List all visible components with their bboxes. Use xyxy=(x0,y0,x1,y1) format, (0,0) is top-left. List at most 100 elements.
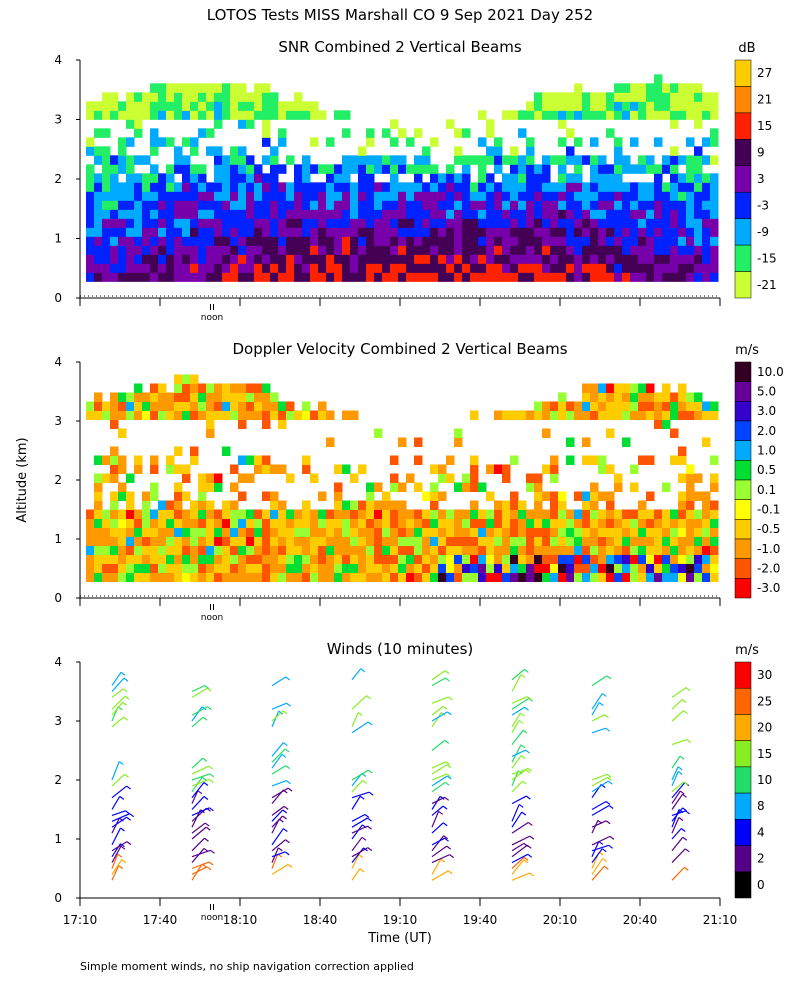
heatmap-cell xyxy=(622,227,631,237)
heatmap-cell xyxy=(494,545,503,555)
heatmap-cell xyxy=(470,473,479,483)
heatmap-cell xyxy=(262,509,271,519)
wind-barb-feather xyxy=(605,820,611,825)
heatmap-cell xyxy=(526,209,535,219)
heatmap-cell xyxy=(702,272,711,282)
heatmap-cell xyxy=(670,401,679,411)
heatmap-cell xyxy=(710,554,719,564)
heatmap-cell xyxy=(238,119,247,129)
wind-barb-feather xyxy=(677,766,683,771)
heatmap-cell xyxy=(254,263,263,273)
heatmap-cell xyxy=(246,272,255,282)
x-tick-label: 18:10 xyxy=(223,913,258,927)
wind-barb xyxy=(671,687,687,698)
heatmap-cell xyxy=(270,236,279,246)
heatmap-cell xyxy=(118,401,127,411)
heatmap-cell xyxy=(494,245,503,255)
heatmap-cell xyxy=(238,209,247,219)
wind-barb xyxy=(591,820,599,834)
heatmap-cell xyxy=(198,236,207,246)
heatmap-cell xyxy=(294,92,303,102)
heatmap-cell xyxy=(598,236,607,246)
heatmap-cell xyxy=(302,191,311,201)
heatmap-cell xyxy=(278,554,287,564)
heatmap-cell xyxy=(662,383,671,393)
heatmap-cell xyxy=(190,101,199,111)
heatmap-cell xyxy=(710,254,719,264)
heatmap-cell xyxy=(214,146,223,156)
heatmap-cell xyxy=(118,482,127,492)
heatmap-cell xyxy=(110,473,119,483)
wind-barb-feather xyxy=(125,810,130,815)
heatmap-cell xyxy=(646,83,655,93)
heatmap-cell xyxy=(414,173,423,183)
heatmap-cell xyxy=(398,482,407,492)
heatmap-cell xyxy=(182,263,191,273)
heatmap-cell xyxy=(206,536,215,546)
heatmap-cell xyxy=(646,254,655,264)
heatmap-cell xyxy=(574,491,583,501)
heatmap-cell xyxy=(662,83,671,93)
heatmap-cell xyxy=(630,527,639,537)
heatmap-cell xyxy=(486,236,495,246)
heatmap-cell xyxy=(462,200,471,210)
heatmap-cell xyxy=(278,509,287,519)
heatmap-cell xyxy=(238,383,247,393)
heatmap-cell xyxy=(638,401,647,411)
heatmap-cell xyxy=(166,236,175,246)
wind-barb xyxy=(511,811,523,828)
heatmap-cell xyxy=(150,101,159,111)
heatmap-cell xyxy=(182,101,191,111)
heatmap-cell xyxy=(494,200,503,210)
heatmap-cell xyxy=(654,563,663,573)
heatmap-cell xyxy=(590,263,599,273)
heatmap-cell xyxy=(462,236,471,246)
heatmap-cell xyxy=(406,527,415,537)
heatmap-cell xyxy=(198,392,207,402)
heatmap-cell xyxy=(510,173,519,183)
colorbar-swatch xyxy=(734,139,752,167)
heatmap-cell xyxy=(654,191,663,201)
wind-barb xyxy=(431,796,441,810)
heatmap-cell xyxy=(686,482,695,492)
heatmap-cell xyxy=(606,218,615,228)
heatmap-cell xyxy=(662,110,671,120)
heatmap-cell xyxy=(622,83,631,93)
heatmap-cell xyxy=(710,110,719,120)
heatmap-cell xyxy=(302,509,311,519)
heatmap-cell xyxy=(214,218,223,228)
heatmap-cell xyxy=(326,572,335,582)
heatmap-cell xyxy=(278,536,287,546)
heatmap-cell xyxy=(286,245,295,255)
heatmap-cell xyxy=(158,200,167,210)
heatmap-cell xyxy=(622,554,631,564)
heatmap-cell xyxy=(606,518,615,528)
heatmap-cell xyxy=(342,410,351,420)
wind-barb-feather xyxy=(446,773,452,778)
heatmap-cell xyxy=(390,227,399,237)
heatmap-cell xyxy=(694,218,703,228)
heatmap-cell xyxy=(158,236,167,246)
heatmap-cell xyxy=(294,509,303,519)
heatmap-cell xyxy=(654,173,663,183)
heatmap-cell xyxy=(102,563,111,573)
heatmap-cell xyxy=(486,545,495,555)
wind-barb xyxy=(351,780,363,793)
wind-barb-feather xyxy=(120,845,126,850)
heatmap-cell xyxy=(374,428,383,438)
wind-barb xyxy=(271,702,287,710)
heatmap-cell xyxy=(486,182,495,192)
heatmap-cell xyxy=(550,155,559,165)
heatmap-cell xyxy=(238,572,247,582)
heatmap-cell xyxy=(246,473,255,483)
wind-barb xyxy=(191,706,203,722)
heatmap-cell xyxy=(614,263,623,273)
heatmap-cell xyxy=(126,263,135,273)
wind-barb xyxy=(511,712,522,728)
heatmap-cell xyxy=(422,200,431,210)
colorbar-label: 20 xyxy=(757,721,772,735)
heatmap-cell xyxy=(238,191,247,201)
heatmap-cell xyxy=(318,509,327,519)
heatmap-cell xyxy=(446,218,455,228)
heatmap-cell xyxy=(206,92,215,102)
